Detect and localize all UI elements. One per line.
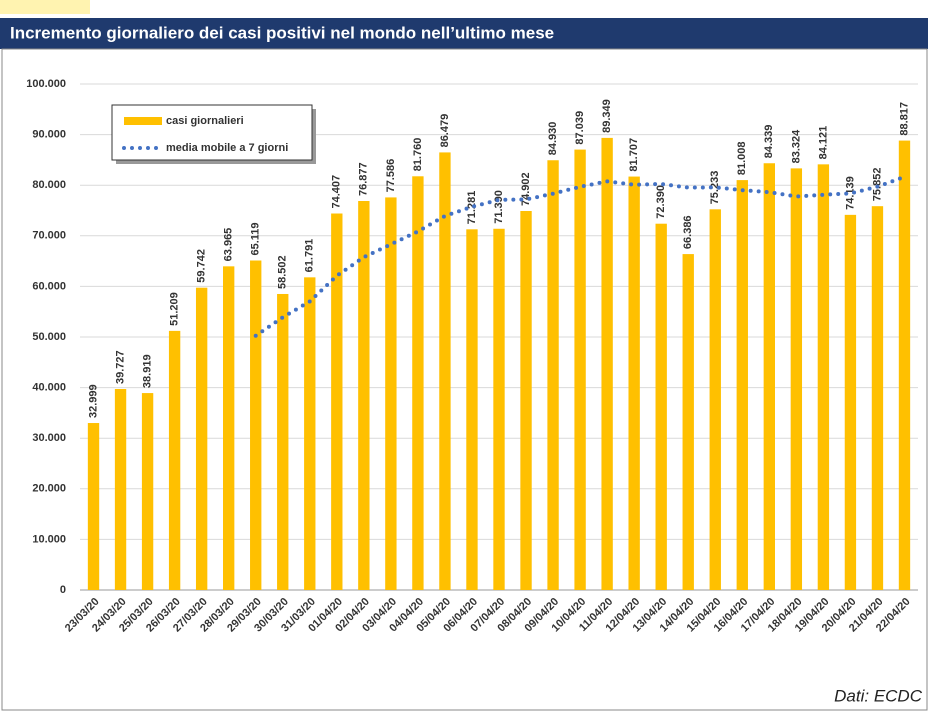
value-label: 87.039 — [574, 111, 586, 145]
value-label: 74.407 — [331, 175, 343, 209]
bar — [763, 163, 775, 590]
value-label: 75.233 — [709, 171, 721, 205]
bar — [141, 393, 154, 590]
moving-average-line — [253, 174, 907, 338]
bar — [87, 423, 100, 590]
y-tick-label: 80.000 — [32, 179, 66, 191]
value-label: 72.390 — [655, 185, 667, 219]
value-label: 75.852 — [871, 168, 883, 202]
bar — [331, 213, 343, 590]
bar — [682, 254, 694, 590]
frame — [1, 48, 928, 711]
bar — [844, 214, 857, 590]
value-label: 84.930 — [547, 122, 559, 156]
y-tick-label: 60.000 — [32, 280, 66, 292]
value-label: 89.349 — [601, 99, 613, 133]
source: Dati: ECDC — [834, 686, 923, 705]
value-label: 81.707 — [628, 138, 640, 172]
bar — [871, 206, 884, 590]
top-strip — [0, 0, 90, 14]
value-label: 39.727 — [114, 350, 126, 384]
bar — [790, 168, 803, 590]
bar — [466, 229, 478, 590]
value-label: 81.760 — [412, 138, 424, 172]
bar — [547, 160, 559, 590]
bar — [817, 164, 830, 591]
y-tick-label: 0 — [60, 584, 66, 596]
value-label: 59.742 — [196, 249, 208, 283]
bar — [385, 197, 397, 590]
legend — [111, 104, 313, 161]
value-label: 83.324 — [790, 129, 802, 164]
value-label: 74.139 — [844, 176, 856, 210]
value-label: 77.586 — [385, 159, 397, 193]
bar — [898, 140, 911, 590]
y-tick-label: 40.000 — [32, 382, 66, 394]
value-label: 88.817 — [898, 102, 910, 136]
y-tick-label: 90.000 — [32, 129, 66, 141]
y-tick-label: 20.000 — [32, 483, 66, 495]
bar — [277, 293, 289, 590]
value-label: 76.877 — [358, 162, 370, 196]
bar — [223, 266, 235, 590]
value-label: 86.479 — [439, 114, 451, 148]
legend-swatch — [124, 117, 162, 125]
y-tick-label: 30.000 — [32, 432, 66, 444]
bar — [439, 152, 451, 590]
value-label: 32.999 — [87, 384, 99, 418]
value-label: 58.502 — [277, 255, 289, 289]
y-tick-label: 70.000 — [32, 230, 66, 242]
bar — [250, 260, 262, 590]
bar — [114, 388, 127, 590]
y-tick-label: 10.000 — [32, 533, 66, 545]
bar — [709, 209, 721, 590]
chart-title: Incremento giornaliero dei casi positivi… — [10, 23, 554, 42]
value-label: 81.008 — [736, 141, 748, 175]
bar — [304, 277, 316, 590]
value-label: 84.121 — [817, 126, 829, 160]
value-label: 71.390 — [493, 190, 505, 224]
y-tick-label: 50.000 — [32, 331, 66, 343]
legend-label: media mobile a 7 giorni — [166, 142, 288, 154]
bar — [195, 287, 208, 590]
value-label: 61.791 — [304, 239, 316, 273]
bar — [601, 137, 613, 591]
title-bar — [0, 18, 928, 49]
bar — [493, 228, 505, 590]
value-label: 66.386 — [682, 215, 694, 249]
value-label: 84.339 — [763, 125, 775, 159]
bar — [736, 180, 748, 590]
value-label: 71.281 — [466, 191, 478, 225]
bar — [412, 176, 424, 590]
value-label: 63.965 — [223, 228, 235, 262]
bar — [168, 330, 181, 590]
bar — [655, 223, 667, 590]
legend-label: casi giornalieri — [166, 115, 244, 127]
bar — [574, 149, 586, 591]
bar — [628, 176, 640, 591]
value-label: 65.119 — [250, 222, 262, 255]
bar — [358, 201, 370, 590]
value-label: 51.209 — [169, 292, 181, 326]
y-tick-label: 100.000 — [26, 78, 66, 90]
bar — [520, 210, 532, 590]
value-label: 38.919 — [141, 354, 153, 388]
